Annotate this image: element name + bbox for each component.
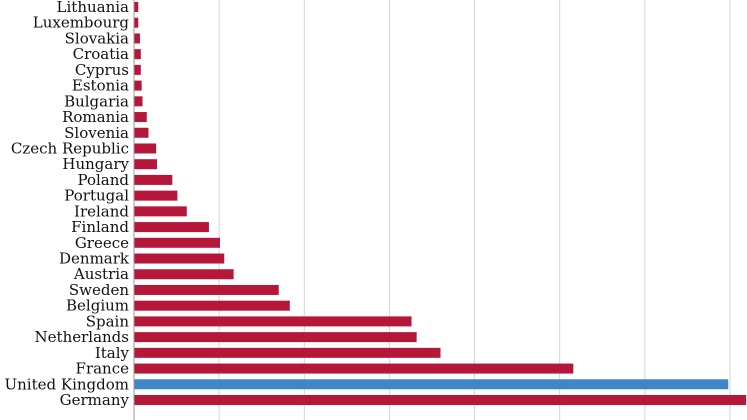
bar-sweden: [134, 284, 279, 295]
category-label: Poland: [77, 171, 129, 189]
category-label: Spain: [86, 312, 130, 330]
category-label: Ireland: [74, 202, 129, 220]
bar-spain: [134, 316, 412, 327]
gridlines: [218, 0, 731, 420]
category-label: Cyprus: [75, 61, 129, 79]
category-label: France: [76, 360, 130, 378]
category-label: Austria: [73, 265, 129, 283]
bar-united-kingdom: [134, 379, 729, 390]
bars: [134, 2, 747, 405]
bar-germany: [134, 395, 747, 405]
bar-portugal: [134, 190, 178, 201]
bar-ireland: [134, 206, 187, 217]
bar-poland: [134, 174, 173, 185]
category-label: Slovakia: [65, 29, 129, 47]
bar-estonia: [134, 80, 142, 91]
category-label: Portugal: [64, 187, 129, 205]
bar-slovenia: [134, 127, 149, 138]
category-label: Bulgaria: [64, 92, 129, 110]
category-labels: LithuaniaLuxembourgSlovakiaCroatiaCyprus…: [5, 0, 130, 409]
bar-slovakia: [134, 33, 140, 44]
category-label: Sweden: [69, 281, 129, 299]
category-label: Greece: [75, 234, 129, 252]
category-label: Germany: [60, 391, 130, 409]
bar-france: [134, 363, 574, 374]
category-label: Belgium: [66, 297, 129, 315]
category-label: Italy: [95, 344, 130, 362]
category-label: Hungary: [62, 155, 129, 173]
bar-cyprus: [134, 64, 141, 75]
bar-hungary: [134, 159, 157, 170]
bar-bulgaria: [134, 96, 143, 107]
bar-belgium: [134, 300, 290, 311]
category-label: Finland: [71, 218, 129, 236]
category-label: Slovenia: [64, 124, 129, 142]
bar-austria: [134, 269, 234, 280]
category-label: Romania: [62, 108, 129, 126]
category-label: Denmark: [59, 250, 130, 268]
bar-italy: [134, 347, 441, 358]
bar-luxembourg: [134, 17, 139, 28]
category-label: Estonia: [72, 77, 129, 95]
bar-croatia: [134, 49, 141, 60]
bar-netherlands: [134, 332, 417, 343]
bar-czech-republic: [134, 143, 157, 154]
category-label: Luxembourg: [33, 14, 130, 32]
bar-lithuania: [134, 2, 139, 12]
bar-finland: [134, 222, 209, 233]
bar-denmark: [134, 253, 225, 264]
category-label: Czech Republic: [11, 139, 129, 157]
bar-greece: [134, 237, 220, 248]
category-label: United Kingdom: [5, 375, 130, 393]
bar-romania: [134, 112, 147, 123]
category-label: Lithuania: [57, 0, 130, 16]
category-label: Croatia: [73, 45, 129, 63]
category-label: Netherlands: [35, 328, 129, 346]
